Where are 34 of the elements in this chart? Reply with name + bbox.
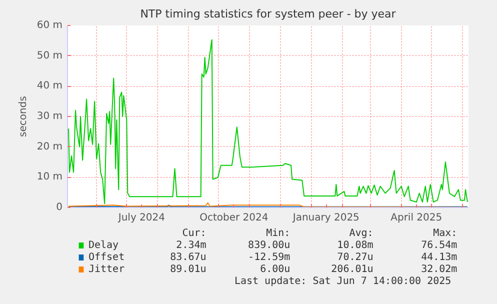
legend-label: Jitter [88,264,125,275]
text: 89.01u [170,264,206,275]
legend-label: Delay [88,240,119,251]
x-tick-label: January 2025 [292,212,360,224]
legend-label: Offset [88,252,125,263]
text: Avg: [349,228,374,239]
text: 44.13m [421,252,458,263]
chart-title: NTP timing statistics for system peer - by year [140,8,396,20]
x-tick-label: July 2024 [117,212,166,224]
x-tick-label: October 2024 [200,212,268,224]
y-tick-label: 50 m [36,50,63,62]
y-tick-label: 10 m [36,172,63,183]
y-tick-label: 30 m [36,111,63,122]
text: -12.59m [248,252,290,263]
y-tick-label: 0 [56,202,63,213]
text: 206.01u [331,264,374,275]
text: 32.02m [421,264,458,275]
text: 83.67u [170,252,206,263]
text: 2.34m [176,240,206,251]
text: 839.00u [248,240,290,251]
y-axis-title: seconds [18,96,29,137]
text: Min: [266,228,290,239]
text: Cur: [182,228,206,239]
y-tick-label: 20 m [36,141,63,152]
text: Last update: Sat Jun 7 14:00:00 2025 [234,276,452,287]
y-tick-label: 40 m [36,80,63,92]
text: Max: [433,228,458,239]
text: 76.54m [421,240,458,251]
y-tick-label: 60 m [36,20,63,31]
text: 70.27u [337,252,374,263]
text: 10.08m [337,240,374,251]
text: 6.00u [260,264,290,275]
line-series [68,39,468,204]
x-tick-label: April 2025 [390,212,442,224]
